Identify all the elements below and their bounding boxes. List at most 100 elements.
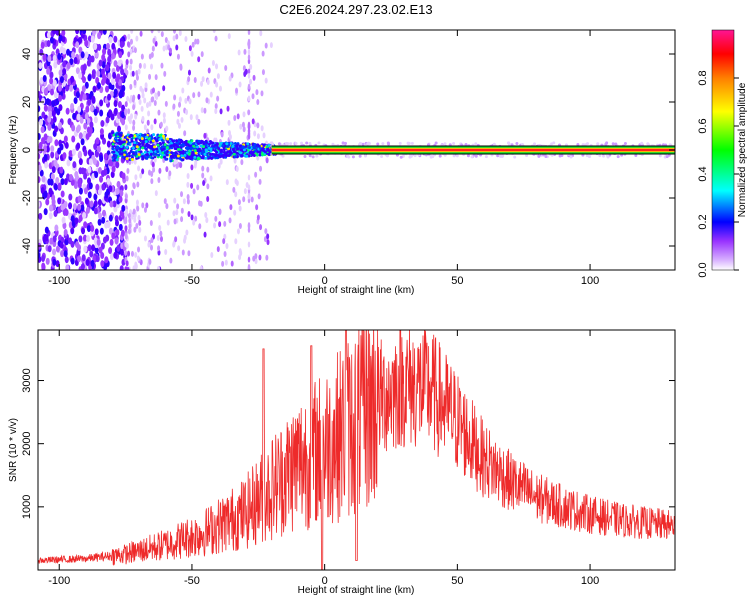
heatmap-cell bbox=[165, 153, 169, 157]
heatmap-cell bbox=[55, 176, 60, 184]
heatmap-cell bbox=[247, 40, 251, 47]
heatmap-cell bbox=[214, 108, 218, 115]
heatmap-cell bbox=[258, 254, 262, 261]
heatmap-cell bbox=[165, 145, 169, 149]
heatmap-cell bbox=[154, 92, 158, 99]
heatmap-cell bbox=[58, 94, 63, 102]
heatmap-cell bbox=[135, 35, 139, 42]
heatmap-cell bbox=[212, 30, 216, 34]
heatmap-cell bbox=[43, 145, 48, 153]
heatmap-cell bbox=[73, 56, 78, 64]
heatmap-cell bbox=[129, 58, 133, 65]
heatmap-cell bbox=[128, 118, 132, 125]
heatmap-cell bbox=[190, 139, 194, 143]
heatmap-cell bbox=[204, 148, 208, 152]
heatmap-cell bbox=[248, 151, 252, 155]
heatmap-cell bbox=[82, 131, 87, 139]
heatmap-cell bbox=[89, 121, 94, 129]
heatmap-cell bbox=[110, 77, 115, 85]
heatmap-cell bbox=[109, 252, 114, 260]
heatmap-cell bbox=[165, 44, 169, 51]
heatmap-cell bbox=[247, 30, 251, 36]
heatmap-cell bbox=[176, 110, 180, 117]
heatmap-cell bbox=[214, 153, 218, 157]
heatmap-cell bbox=[63, 250, 68, 258]
heatmap-cell bbox=[81, 227, 86, 235]
heatmap-cell bbox=[49, 71, 54, 79]
heatmap-cell bbox=[188, 45, 192, 52]
heatmap-cell bbox=[98, 212, 103, 220]
heatmap-cell bbox=[214, 143, 218, 147]
spectrogram-ytick-label: 20 bbox=[21, 96, 33, 108]
heatmap-cell bbox=[131, 146, 135, 150]
heatmap-cell bbox=[203, 231, 207, 238]
heatmap-cell bbox=[44, 234, 49, 242]
heatmap-cell bbox=[602, 154, 606, 158]
heatmap-cell bbox=[152, 37, 156, 44]
heatmap-cell bbox=[247, 133, 251, 140]
heatmap-cell bbox=[132, 124, 136, 131]
heatmap-cell bbox=[361, 142, 365, 146]
heatmap-cell bbox=[124, 193, 128, 200]
heatmap-cell bbox=[191, 142, 195, 146]
heatmap-cell bbox=[413, 154, 417, 158]
heatmap-cell bbox=[249, 64, 253, 71]
heatmap-cell bbox=[85, 206, 90, 214]
heatmap-cell bbox=[259, 165, 263, 172]
heatmap-cell bbox=[128, 223, 132, 230]
heatmap-cell bbox=[474, 142, 478, 146]
heatmap-cell bbox=[38, 152, 41, 160]
heatmap-cell bbox=[111, 232, 116, 240]
heatmap-cell bbox=[250, 196, 254, 203]
heatmap-cell bbox=[38, 176, 41, 184]
heatmap-cell bbox=[87, 74, 92, 82]
heatmap-cell bbox=[125, 58, 129, 65]
heatmap-cell bbox=[152, 166, 156, 173]
heatmap-cell bbox=[203, 107, 207, 114]
heatmap-cell bbox=[227, 153, 231, 157]
heatmap-cell bbox=[97, 188, 102, 196]
heatmap-cell bbox=[255, 204, 259, 211]
heatmap-cell bbox=[218, 208, 222, 215]
heatmap-cell bbox=[247, 174, 251, 181]
heatmap-cell bbox=[127, 228, 131, 235]
heatmap-cell bbox=[43, 133, 48, 141]
heatmap-cell bbox=[507, 141, 511, 145]
heatmap-cell bbox=[190, 50, 194, 57]
heatmap-cell bbox=[127, 33, 131, 40]
heatmap-cell bbox=[130, 213, 134, 220]
heatmap-cell bbox=[171, 139, 175, 143]
heatmap-cell bbox=[187, 210, 191, 217]
heatmap-cell bbox=[52, 54, 57, 62]
heatmap-cell bbox=[52, 79, 57, 87]
heatmap-cell bbox=[197, 157, 201, 161]
heatmap-cell bbox=[358, 142, 362, 146]
heatmap-cell bbox=[47, 84, 52, 92]
heatmap-cell bbox=[145, 135, 149, 139]
heatmap-cell bbox=[161, 141, 165, 145]
heatmap-cell bbox=[50, 145, 55, 153]
heatmap-cell bbox=[264, 77, 268, 84]
heatmap-cell bbox=[88, 182, 93, 190]
heatmap-cell bbox=[69, 84, 74, 92]
heatmap-cell bbox=[130, 137, 134, 141]
heatmap-cell bbox=[222, 150, 226, 154]
heatmap-cell bbox=[65, 264, 70, 270]
heatmap-cell bbox=[208, 152, 212, 156]
colorbar-ticks: 0.0 0.2 0.4 0.6 0.8 bbox=[697, 70, 739, 278]
heatmap-cell bbox=[346, 154, 350, 158]
heatmap-cell bbox=[65, 107, 70, 115]
heatmap-cell bbox=[38, 132, 41, 140]
heatmap-cell bbox=[252, 153, 256, 157]
heatmap-cell bbox=[157, 30, 161, 34]
heatmap-cell bbox=[125, 153, 129, 157]
heatmap-cell bbox=[550, 142, 554, 146]
snr-xtick-label: -50 bbox=[184, 575, 200, 587]
heatmap-cell bbox=[87, 244, 92, 252]
heatmap-cell bbox=[88, 158, 93, 166]
heatmap-cell bbox=[136, 205, 140, 212]
heatmap-cell bbox=[235, 144, 239, 148]
heatmap-cell bbox=[108, 154, 113, 162]
heatmap-cell bbox=[133, 216, 137, 223]
heatmap-cell bbox=[344, 141, 348, 145]
